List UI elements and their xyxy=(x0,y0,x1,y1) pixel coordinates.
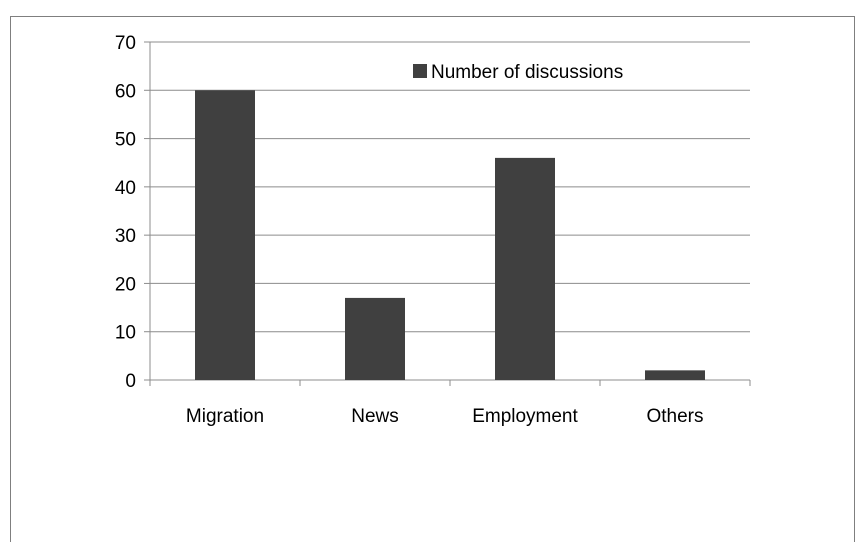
y-tick-label: 60 xyxy=(115,81,136,102)
y-tick-label: 10 xyxy=(115,323,136,344)
legend-label: Number of discussions xyxy=(431,62,623,83)
y-tick-labels: 0 10 20 30 40 50 60 70 xyxy=(115,33,136,392)
y-tick-label: 0 xyxy=(125,371,136,392)
x-tick-label: Others xyxy=(646,406,703,427)
chart-frame xyxy=(10,16,855,542)
x-tick-label: Migration xyxy=(186,406,264,427)
x-tick-label: Employment xyxy=(472,406,578,427)
y-tick-label: 20 xyxy=(115,274,136,295)
x-tick-labels: Migration News Employment Others xyxy=(186,406,704,427)
bar-others xyxy=(645,370,705,380)
y-tick-label: 50 xyxy=(115,130,136,151)
x-tick-label: News xyxy=(351,406,399,427)
bar-migration xyxy=(195,90,255,381)
bar-employment xyxy=(495,157,555,380)
legend: Number of discussions xyxy=(413,62,623,83)
legend-swatch xyxy=(413,64,427,78)
bar-news xyxy=(345,297,405,380)
bars xyxy=(195,90,705,381)
y-tick-label: 70 xyxy=(115,33,136,54)
y-tick-label: 40 xyxy=(115,178,136,199)
y-tick-label: 30 xyxy=(115,226,136,247)
